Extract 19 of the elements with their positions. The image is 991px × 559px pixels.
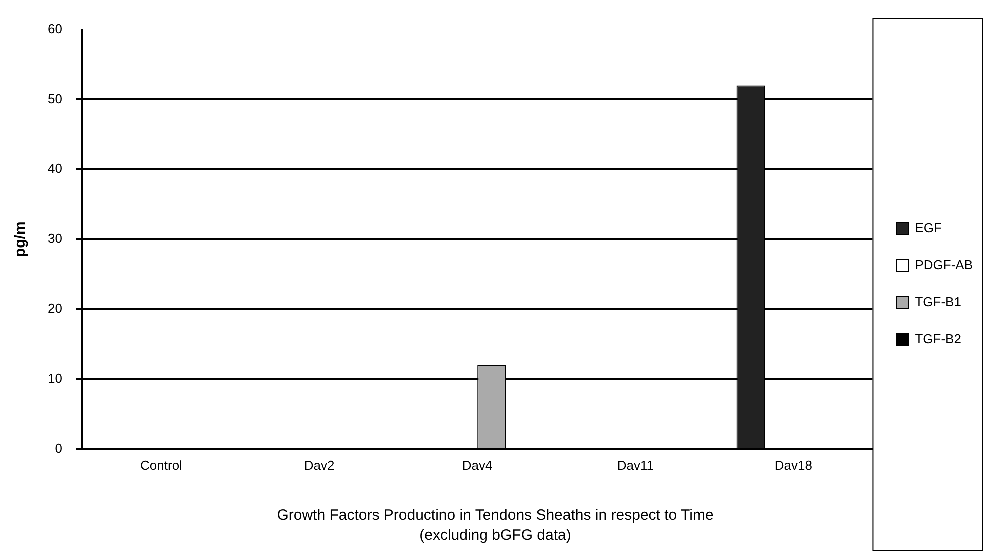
y-tick-label: 20 — [48, 301, 62, 316]
text: Growth Factors Productino in Tendons Sheaths in respect to Time — [277, 507, 714, 524]
y-tick-label: 40 — [48, 161, 62, 176]
y-tick-label: 50 — [48, 91, 62, 106]
y-tick-label: 0 — [55, 440, 62, 456]
x-tick-label: Dav2 — [304, 458, 335, 473]
y-tick-label: 10 — [48, 371, 62, 386]
y-tick-label: 30 — [48, 231, 62, 246]
text: (excluding bGFG data) — [420, 527, 572, 544]
x-tick-label: Dav4 — [462, 458, 493, 473]
x-tick-label: Dav18 — [774, 458, 812, 473]
x-tick-label: Control — [140, 458, 183, 473]
legend-label: PDGF-AB — [915, 258, 974, 273]
legend-label: TGF-B2 — [915, 332, 962, 347]
y-axis-title: pg/m — [12, 222, 30, 258]
y-tick-label: 60 — [48, 21, 62, 36]
legend-label: TGF-B1 — [915, 294, 962, 310]
legend-label: EGF — [915, 220, 942, 236]
x-tick-label: Dav11 — [617, 458, 654, 473]
